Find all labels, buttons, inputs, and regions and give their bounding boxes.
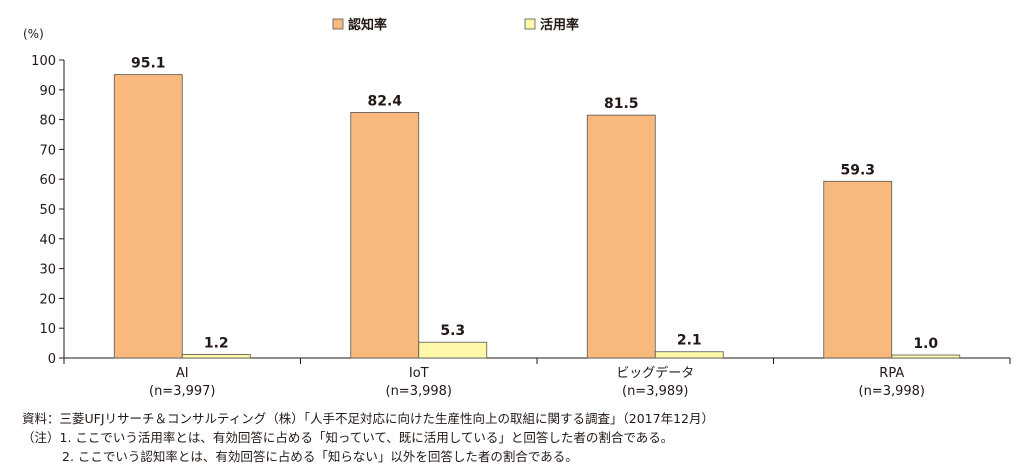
legend-swatch: [524, 18, 536, 30]
bar-awareness: [113, 74, 183, 359]
x-sample-size-label: (n=3,998): [386, 384, 453, 399]
y-tick-label: 90: [39, 84, 56, 99]
bar-usage: [181, 354, 251, 359]
bar-awareness: [586, 114, 656, 359]
y-tick-label: 60: [39, 173, 56, 188]
y-tick-label: 30: [39, 263, 56, 278]
footnote-1: （注）1. ここでいう活用率とは、有効回答に占める「知っていて、既に活用している…: [22, 430, 674, 445]
x-sample-size-label: (n=3,989): [622, 384, 689, 399]
x-tick-label: IoT: [409, 366, 429, 381]
x-tick-label: ビッグデータ: [616, 365, 694, 381]
x-tick-label: AI: [176, 366, 189, 381]
bar-awareness: [350, 112, 420, 359]
data-label: 1.2: [204, 335, 229, 351]
legend-label: 認知率: [348, 17, 387, 33]
bar-usage: [418, 341, 488, 359]
data-label: 2.1: [677, 333, 702, 349]
footnote-2: 2. ここでいう認知率とは、有効回答に占める「知らない」以外を回答した者の割合で…: [62, 449, 578, 464]
bar-usage: [891, 354, 961, 359]
legend-label: 活用率: [540, 17, 579, 33]
y-axis-unit-label: (%): [23, 27, 44, 41]
y-tick-label: 40: [39, 233, 56, 248]
y-tick-label: 20: [39, 292, 56, 307]
x-tick-label: RPA: [879, 366, 904, 381]
bar-awareness: [823, 180, 893, 359]
x-sample-size-label: (n=3,997): [149, 384, 216, 399]
data-label: 95.1: [131, 56, 166, 72]
data-label: 59.3: [840, 162, 875, 178]
data-label: 82.4: [367, 93, 402, 109]
x-sample-size-label: (n=3,998): [859, 384, 926, 399]
y-tick-label: 50: [39, 203, 56, 218]
y-tick-label: 10: [39, 322, 56, 337]
data-label: 1.0: [913, 336, 938, 352]
y-tick-label: 80: [39, 114, 56, 129]
data-label: 81.5: [604, 96, 639, 112]
legend-swatch: [332, 18, 344, 30]
bar-usage: [654, 351, 724, 359]
y-tick-label: 100: [31, 54, 56, 69]
y-tick-label: 70: [39, 143, 56, 158]
bar-chart: (%) 0 10 20 30 40 50 60 70 80 90 100 95.1 1.2 AI (n=3,9…: [23, 17, 1011, 399]
data-label: 5.3: [440, 323, 465, 339]
y-tick-label: 0: [48, 352, 56, 367]
source-note: 資料：三菱UFJリサーチ＆コンサルティング（株）「人手不足対応に向けた生産性向上…: [22, 411, 714, 426]
